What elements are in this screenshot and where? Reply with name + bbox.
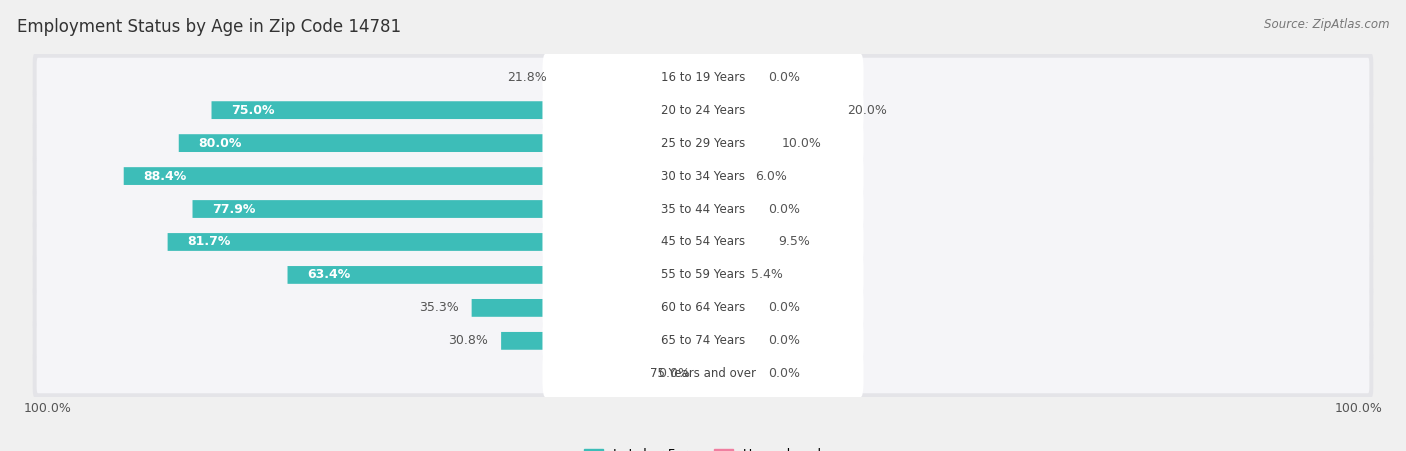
FancyBboxPatch shape	[37, 222, 1369, 262]
Text: 0.0%: 0.0%	[769, 367, 800, 380]
Text: 10.0%: 10.0%	[782, 137, 821, 150]
FancyBboxPatch shape	[32, 218, 1374, 266]
Text: 55 to 59 Years: 55 to 59 Years	[661, 268, 745, 281]
FancyBboxPatch shape	[37, 189, 1369, 229]
FancyBboxPatch shape	[287, 266, 703, 284]
Text: 75 Years and over: 75 Years and over	[650, 367, 756, 380]
Text: Source: ZipAtlas.com: Source: ZipAtlas.com	[1264, 18, 1389, 31]
FancyBboxPatch shape	[543, 185, 863, 233]
FancyBboxPatch shape	[543, 284, 863, 331]
Text: 65 to 74 Years: 65 to 74 Years	[661, 334, 745, 347]
FancyBboxPatch shape	[703, 233, 765, 251]
FancyBboxPatch shape	[37, 354, 1369, 393]
Text: 45 to 54 Years: 45 to 54 Years	[661, 235, 745, 249]
FancyBboxPatch shape	[37, 58, 1369, 97]
Text: 20 to 24 Years: 20 to 24 Years	[661, 104, 745, 117]
FancyBboxPatch shape	[543, 317, 863, 364]
FancyBboxPatch shape	[37, 124, 1369, 162]
FancyBboxPatch shape	[703, 101, 834, 119]
FancyBboxPatch shape	[543, 120, 863, 167]
Text: 30 to 34 Years: 30 to 34 Years	[661, 170, 745, 183]
FancyBboxPatch shape	[703, 167, 742, 185]
Text: 0.0%: 0.0%	[769, 301, 800, 314]
Text: 80.0%: 80.0%	[198, 137, 242, 150]
Text: 0.0%: 0.0%	[769, 334, 800, 347]
FancyBboxPatch shape	[543, 218, 863, 266]
FancyBboxPatch shape	[37, 255, 1369, 295]
FancyBboxPatch shape	[32, 251, 1374, 299]
Legend: In Labor Force, Unemployed: In Labor Force, Unemployed	[579, 443, 827, 451]
FancyBboxPatch shape	[37, 322, 1369, 360]
FancyBboxPatch shape	[211, 101, 703, 119]
Text: Employment Status by Age in Zip Code 14781: Employment Status by Age in Zip Code 147…	[17, 18, 401, 36]
Text: 88.4%: 88.4%	[143, 170, 187, 183]
FancyBboxPatch shape	[703, 68, 755, 86]
Text: 20.0%: 20.0%	[848, 104, 887, 117]
FancyBboxPatch shape	[543, 350, 863, 398]
FancyBboxPatch shape	[37, 156, 1369, 195]
Text: 16 to 19 Years: 16 to 19 Years	[661, 71, 745, 84]
Text: 6.0%: 6.0%	[755, 170, 787, 183]
Text: 0.0%: 0.0%	[769, 71, 800, 84]
FancyBboxPatch shape	[32, 152, 1374, 200]
FancyBboxPatch shape	[167, 233, 703, 251]
Text: 0.0%: 0.0%	[658, 367, 690, 380]
FancyBboxPatch shape	[543, 152, 863, 200]
FancyBboxPatch shape	[703, 266, 738, 284]
FancyBboxPatch shape	[703, 134, 769, 152]
FancyBboxPatch shape	[651, 365, 703, 383]
Text: 9.5%: 9.5%	[779, 235, 810, 249]
FancyBboxPatch shape	[543, 53, 863, 101]
FancyBboxPatch shape	[703, 332, 755, 350]
Text: 0.0%: 0.0%	[769, 202, 800, 216]
Text: 35.3%: 35.3%	[419, 301, 458, 314]
FancyBboxPatch shape	[703, 200, 755, 218]
FancyBboxPatch shape	[32, 350, 1374, 397]
FancyBboxPatch shape	[501, 332, 703, 350]
Text: 35 to 44 Years: 35 to 44 Years	[661, 202, 745, 216]
Text: 77.9%: 77.9%	[212, 202, 256, 216]
FancyBboxPatch shape	[32, 87, 1374, 134]
FancyBboxPatch shape	[37, 91, 1369, 129]
FancyBboxPatch shape	[32, 120, 1374, 167]
Text: 25 to 29 Years: 25 to 29 Years	[661, 137, 745, 150]
Text: 30.8%: 30.8%	[449, 334, 488, 347]
FancyBboxPatch shape	[32, 284, 1374, 331]
FancyBboxPatch shape	[124, 167, 703, 185]
FancyBboxPatch shape	[32, 185, 1374, 233]
Text: 21.8%: 21.8%	[508, 71, 547, 84]
Text: 60 to 64 Years: 60 to 64 Years	[661, 301, 745, 314]
FancyBboxPatch shape	[471, 299, 703, 317]
FancyBboxPatch shape	[703, 299, 755, 317]
FancyBboxPatch shape	[37, 289, 1369, 327]
Text: 75.0%: 75.0%	[231, 104, 274, 117]
FancyBboxPatch shape	[543, 87, 863, 134]
FancyBboxPatch shape	[193, 200, 703, 218]
FancyBboxPatch shape	[179, 134, 703, 152]
FancyBboxPatch shape	[32, 317, 1374, 364]
Text: 63.4%: 63.4%	[308, 268, 350, 281]
FancyBboxPatch shape	[543, 251, 863, 299]
FancyBboxPatch shape	[560, 68, 703, 86]
Text: 81.7%: 81.7%	[187, 235, 231, 249]
Text: 5.4%: 5.4%	[751, 268, 783, 281]
FancyBboxPatch shape	[32, 54, 1374, 101]
FancyBboxPatch shape	[703, 365, 755, 383]
